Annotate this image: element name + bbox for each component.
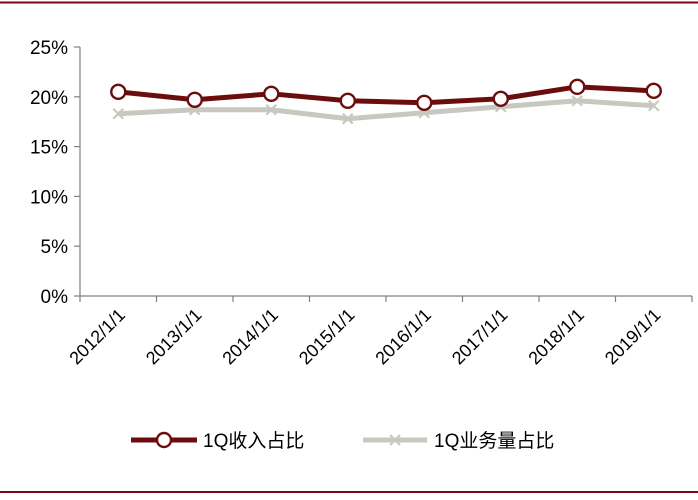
x-tick-label: 2012/1/1 <box>65 305 129 369</box>
data-point-volume <box>647 99 660 112</box>
data-point-income <box>492 90 509 107</box>
data-point-volume <box>571 95 584 107</box>
y-tick-label: 10% <box>30 187 68 208</box>
data-point-income <box>569 78 586 96</box>
data-point-income <box>186 91 203 108</box>
data-point-income <box>110 83 127 101</box>
legend-marker-volume <box>389 434 401 446</box>
data-point-income <box>645 82 662 100</box>
y-tick-label: 5% <box>41 237 69 258</box>
x-tick-label: 2013/1/1 <box>142 305 206 369</box>
y-tick-label: 20% <box>30 88 68 109</box>
legend-label-volume: 1Q业务量占比 <box>434 430 554 452</box>
data-point-income <box>416 94 433 111</box>
x-tick-label: 2019/1/1 <box>601 305 665 369</box>
data-point-volume <box>265 103 278 116</box>
legend-marker-income <box>155 431 173 449</box>
y-tick-label: 0% <box>41 287 69 308</box>
x-tick-label: 2016/1/1 <box>371 305 435 369</box>
x-tick-label: 2017/1/1 <box>448 305 512 369</box>
data-point-volume <box>341 112 354 125</box>
legend-label-income: 1Q收入占比 <box>203 430 304 452</box>
x-tick-label: 2014/1/1 <box>218 305 282 369</box>
series-line-volume <box>118 98 654 122</box>
data-point-volume <box>112 107 125 120</box>
x-tick-label: 2015/1/1 <box>295 305 359 369</box>
y-tick-label: 15% <box>30 138 68 159</box>
data-point-income <box>339 92 356 109</box>
series-line-income <box>117 84 654 106</box>
x-tick-label: 2018/1/1 <box>524 305 588 369</box>
data-point-income <box>263 85 280 103</box>
y-tick-label: 25% <box>30 38 68 59</box>
